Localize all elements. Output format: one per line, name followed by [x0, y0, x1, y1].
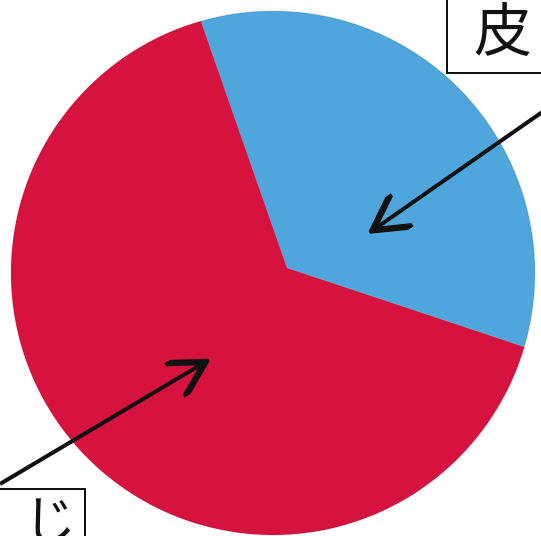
label-blue-slice: 皮	[446, 0, 541, 74]
label-blue-slice-text: 皮	[474, 0, 533, 65]
pie-slice-red	[10, 21, 525, 535]
arrow-to-blue-slice	[376, 110, 541, 228]
label-red-slice: じ	[0, 488, 86, 536]
pie-slice-blue	[200, 10, 535, 347]
arrow-to-red-slice	[0, 364, 202, 486]
pie-outline	[10, 10, 536, 536]
label-red-slice-text: じ	[24, 492, 77, 536]
